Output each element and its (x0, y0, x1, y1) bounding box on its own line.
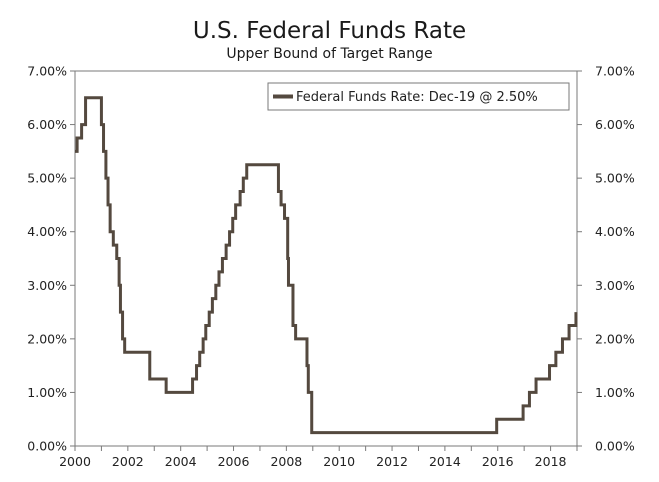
x-tick-label: 2008 (270, 454, 302, 469)
y-tick-label-left: 0.00% (27, 439, 67, 454)
x-tick-label: 2018 (535, 454, 567, 469)
chart-subtitle: Upper Bound of Target Range (226, 46, 433, 62)
y-tick-label-right: 6.00% (595, 117, 635, 132)
plot-area (74, 70, 578, 447)
x-axis: 2000 2002 2004 2006 2008 2010 2012 2014 2016 2018 (59, 446, 578, 469)
x-tick-label: 2014 (429, 454, 461, 469)
series-layer (75, 96, 578, 435)
y-tick-label-right: 1.00% (595, 385, 635, 400)
x-tick-label: 2006 (218, 454, 250, 469)
x-tick-label: 2010 (323, 454, 355, 469)
y-tick-label-left: 7.00% (27, 64, 67, 79)
y-tick-label-right: 2.00% (595, 331, 635, 346)
x-tick-label: 2012 (376, 454, 408, 469)
y-tick-label-right: 5.00% (595, 171, 635, 186)
legend: Federal Funds Rate: Dec-19 @ 2.50% (267, 82, 570, 111)
y-axis-right: 0.00% 1.00% 2.00% 3.00% 4.00% 5.00% 6.00% 7.00% (577, 64, 635, 454)
y-tick-label-left: 4.00% (27, 224, 67, 239)
series-line (75, 96, 578, 435)
y-tick-label-left: 3.00% (27, 278, 67, 293)
x-tick-label: 2000 (59, 454, 91, 469)
y-tick-label-right: 0.00% (595, 439, 635, 454)
x-tick-label: 2002 (112, 454, 144, 469)
legend-box (267, 82, 570, 111)
chart-title: U.S. Federal Funds Rate (192, 18, 467, 44)
y-tick-label-right: 7.00% (595, 64, 635, 79)
y-tick-label-left: 1.00% (27, 385, 67, 400)
y-tick-label-right: 4.00% (595, 224, 635, 239)
y-tick-label-left: 5.00% (27, 171, 67, 186)
x-tick-label: 2016 (482, 454, 514, 469)
legend-label: Federal Funds Rate: Dec-19 @ 2.50% (296, 90, 538, 105)
x-tick-label: 2004 (165, 454, 197, 469)
y-tick-label-left: 2.00% (27, 331, 67, 346)
y-axis-left: 0.00% 1.00% 2.00% 3.00% 4.00% 5.00% 6.00% 7.00% (27, 64, 75, 454)
y-tick-label-left: 6.00% (27, 117, 67, 132)
y-tick-label-right: 3.00% (595, 278, 635, 293)
